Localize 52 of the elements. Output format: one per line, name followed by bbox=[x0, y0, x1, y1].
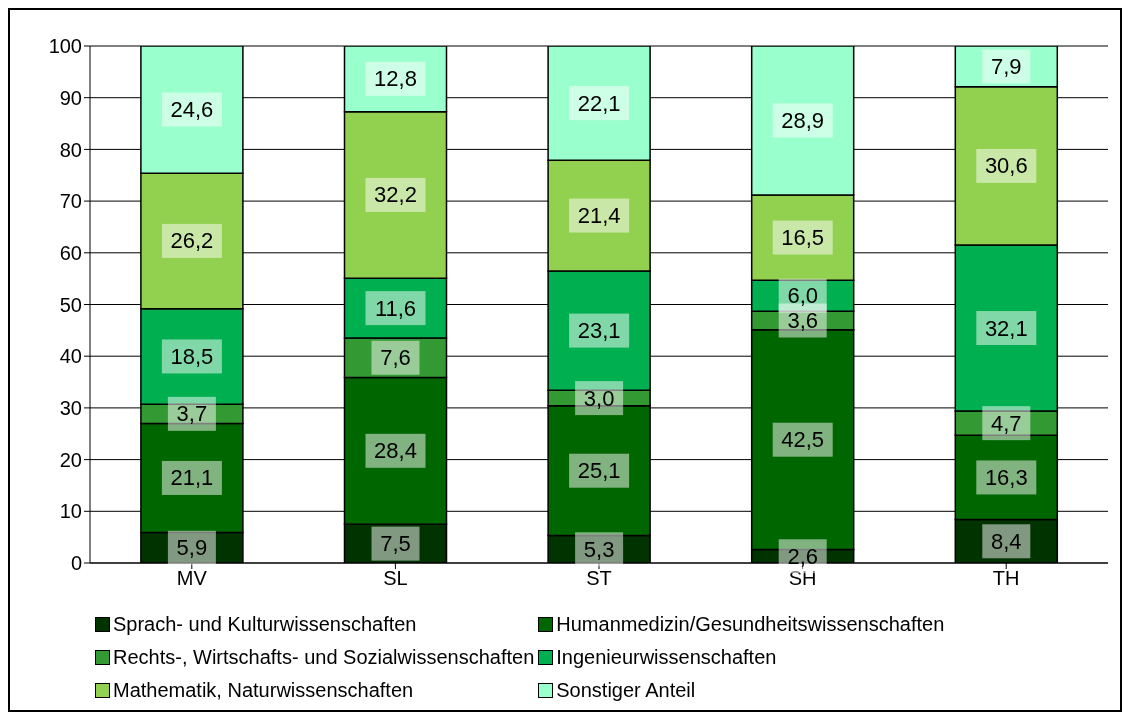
y-tick-label: 90 bbox=[59, 86, 82, 109]
data-label: 3,0 bbox=[583, 385, 615, 411]
data-label: 11,6 bbox=[374, 295, 417, 321]
data-label: 32,2 bbox=[374, 182, 417, 208]
y-tick-label: 30 bbox=[59, 397, 82, 419]
y-tick-label: 20 bbox=[59, 448, 82, 471]
data-label: 28,9 bbox=[781, 107, 825, 133]
legend-label: Humanmedizin/Gesundheitswissenschaften bbox=[556, 613, 945, 636]
legend-label: Sonstiger Anteil bbox=[556, 679, 696, 702]
y-tick-label: 10 bbox=[59, 500, 82, 523]
y-tick-label: 100 bbox=[48, 35, 82, 58]
x-tick-label: MV bbox=[176, 567, 208, 590]
data-label: 3,6 bbox=[787, 308, 818, 334]
y-tick-label: 80 bbox=[59, 138, 82, 161]
legend-label: Ingenieurwissenschaften bbox=[556, 646, 777, 669]
data-label: 16,3 bbox=[984, 464, 1028, 490]
data-label: 5,9 bbox=[176, 535, 208, 561]
data-label: 6,0 bbox=[787, 283, 818, 309]
data-label: 4,7 bbox=[991, 410, 1022, 436]
data-label: 21,1 bbox=[170, 465, 214, 491]
legend-label: Rechts-, Wirtschafts- und Sozialwissenschaften bbox=[113, 646, 535, 669]
data-label: 3,7 bbox=[176, 401, 208, 427]
data-label: 42,5 bbox=[781, 427, 825, 453]
x-tick-label: SL bbox=[383, 567, 408, 590]
y-tick-label: 50 bbox=[59, 293, 82, 316]
legend-label: Mathematik, Naturwissenschaften bbox=[113, 679, 414, 702]
data-label: 26,2 bbox=[170, 228, 214, 254]
data-label: 7,6 bbox=[380, 345, 411, 371]
data-label: 7,5 bbox=[380, 531, 411, 557]
data-label: 5,3 bbox=[583, 536, 615, 562]
data-label: 12,8 bbox=[374, 66, 417, 92]
data-label: 28,4 bbox=[374, 438, 417, 464]
y-tick-label: 40 bbox=[59, 345, 82, 368]
data-label: 16,5 bbox=[781, 225, 825, 251]
x-tick-label: TH bbox=[992, 567, 1020, 590]
legend-label: Sprach- und Kulturwissenschaften bbox=[113, 613, 417, 636]
x-tick-label: SH bbox=[788, 567, 817, 590]
data-label: 32,1 bbox=[984, 315, 1028, 341]
y-tick-label: 0 bbox=[70, 552, 82, 575]
y-tick-label: 70 bbox=[59, 190, 82, 213]
data-label: 2,6 bbox=[787, 543, 818, 569]
data-label: 8,4 bbox=[991, 528, 1022, 554]
data-label: 24,6 bbox=[170, 97, 214, 123]
data-label: 22,1 bbox=[577, 90, 621, 116]
data-label: 7,9 bbox=[991, 53, 1022, 79]
data-label: 21,4 bbox=[577, 203, 621, 229]
data-label: 18,5 bbox=[170, 343, 214, 369]
data-label: 25,1 bbox=[577, 458, 621, 484]
data-label: 30,6 bbox=[984, 153, 1028, 179]
data-label: 23,1 bbox=[577, 318, 621, 344]
x-tick-label: ST bbox=[586, 567, 612, 590]
y-tick-label: 60 bbox=[59, 241, 82, 264]
